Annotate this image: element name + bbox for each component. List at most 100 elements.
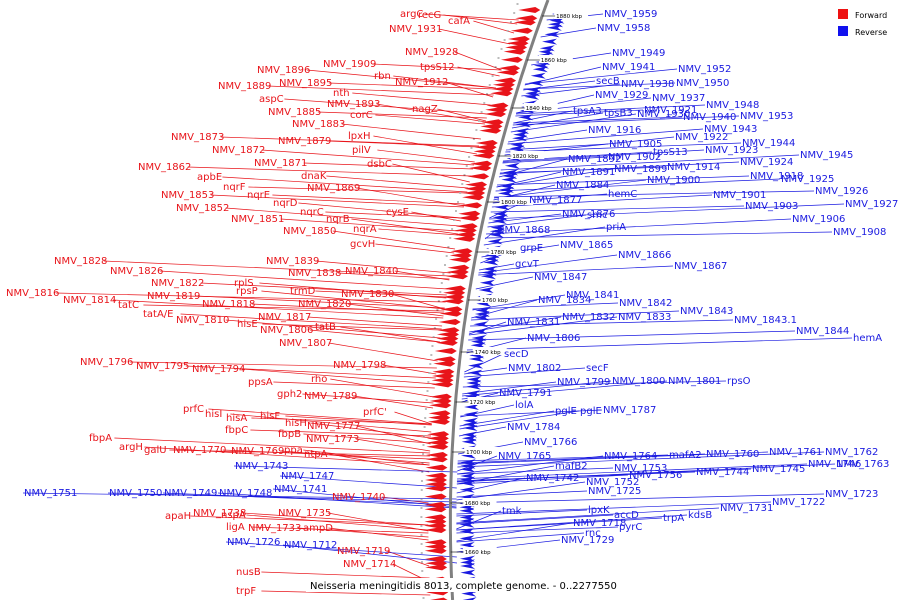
reverse-gene-arrow-121 [460, 569, 476, 576]
reverse-gene-arrow-103 [459, 486, 475, 493]
forward-gene-label: NMV_1735 [278, 508, 331, 519]
kbp-marker-label: 1840 kbp [526, 106, 552, 112]
forward-gene-label: nqrD [273, 198, 298, 209]
reverse-gene-label: NMV_1943 [704, 124, 757, 135]
kbp-marker-label: 1860 kbp [541, 58, 567, 64]
forward-gene-label: pilV [352, 145, 371, 156]
reverse-gene-arrow-76 [468, 362, 484, 369]
forward-gene-label: prfC [183, 404, 204, 415]
reverse-gene-arrow-58 [479, 279, 495, 286]
leader-line [456, 507, 720, 524]
leader-line [196, 295, 445, 309]
leader-line [251, 526, 429, 534]
reverse-gene-label: NMV_1901 [713, 190, 766, 201]
forward-gene-label: nspA [221, 510, 246, 521]
reverse-gene-label: NMV_1948 [706, 100, 759, 111]
forward-gene-arrow-5 [507, 36, 530, 42]
forward-gene-label: nqrA [353, 224, 377, 235]
kbp-marker-bg [467, 397, 502, 405]
kbp-marker-bg [472, 347, 507, 355]
reverse-gene-label: NMV_1844 [796, 326, 849, 337]
reverse-gene-label: NMV_1924 [740, 157, 793, 168]
leader-line [457, 451, 825, 468]
leader-line [251, 303, 445, 314]
leader-line [461, 380, 668, 400]
leader-line [328, 82, 496, 90]
forward-gene-arrow-100 [424, 527, 447, 533]
reverse-gene-label: NMV_1834 [538, 295, 591, 306]
forward-gene-label: fbpC [225, 425, 248, 436]
leader-line [302, 393, 434, 404]
reverse-gene-label: NMV_1865 [560, 240, 613, 251]
forward-gene-arrow-86 [425, 456, 448, 463]
forward-gene-label: hisH [285, 418, 307, 429]
reverse-gene-arrow-75 [468, 356, 484, 362]
reverse-gene-label: NMV_1752 [586, 477, 639, 488]
leader-line [515, 109, 644, 117]
forward-gene-label: NMV_1896 [257, 65, 310, 76]
reverse-gene-arrow-120 [460, 563, 476, 569]
forward-gene-arrow-53 [443, 285, 466, 292]
legend-reverse-label: Reverse [855, 28, 887, 37]
forward-gene-label: NMV_1817 [258, 312, 311, 323]
leader-line [129, 361, 437, 369]
reverse-gene-label: NMV_1905 [609, 139, 662, 150]
reverse-gene-label: NMV_1762 [825, 447, 878, 458]
forward-gene-label: gcvH [350, 239, 375, 250]
forward-gene-label: NMV_1909 [323, 59, 376, 70]
forward-gene-arrow-49 [447, 264, 470, 271]
reverse-gene-label: NMV_1925 [781, 174, 834, 185]
leader-line [463, 367, 586, 378]
reverse-gene-label: NMV_1958 [597, 23, 650, 34]
leader-line [456, 481, 586, 501]
forward-gene-arrow-67 [433, 356, 456, 363]
forward-gene-label: NMV_1828 [54, 256, 107, 267]
leader-line [341, 123, 481, 140]
reverse-gene-label: NMV_1944 [742, 138, 795, 149]
forward-gene-arrow-9 [500, 56, 523, 63]
forward-gene-label: fbpA [89, 433, 112, 444]
forward-gene-label: NMV_1773 [306, 434, 359, 445]
leader-line [438, 28, 511, 45]
reverse-gene-arrow-4 [544, 31, 560, 38]
leader-line [250, 429, 432, 437]
reverse-gene-arrow-78 [467, 369, 483, 376]
kbp-marker-bg [554, 11, 589, 19]
forward-gene-arrow-13 [494, 77, 517, 84]
forward-gene-arrow-93 [424, 493, 447, 500]
reverse-gene-label: lolA [515, 400, 534, 411]
leader-line [375, 243, 455, 254]
reverse-gene-label: trpA [663, 513, 684, 524]
leader-line [337, 272, 450, 280]
forward-gene-arrow-58 [439, 310, 462, 317]
reverse-gene-arrow-57 [480, 273, 496, 280]
leader-line [328, 527, 429, 541]
leader-line [279, 475, 457, 489]
leader-line [261, 571, 430, 579]
kbp-marker-bg [462, 498, 497, 506]
forward-gene-label: NMV_1818 [202, 299, 255, 310]
caption-background [306, 578, 596, 592]
forward-gene-label: NMV_1872 [212, 145, 265, 156]
reverse-gene-arrow-60 [478, 287, 494, 293]
forward-gene-arrow-28 [472, 152, 495, 159]
leader-line [507, 128, 704, 145]
reverse-gene-arrow-72 [470, 342, 486, 349]
reverse-gene-label: NMV_1722 [772, 497, 825, 508]
forward-gene-arrow-44 [453, 235, 476, 242]
forward-gene-arrow-48 [448, 256, 471, 263]
kbp-marker-label: 1660 kbp [465, 550, 491, 556]
forward-gene-label: NMV_1931 [389, 24, 442, 35]
forward-gene-label: NMV_1719 [337, 546, 390, 557]
forward-gene-label: nqrB [326, 214, 350, 225]
leader-line [285, 415, 432, 426]
reverse-gene-arrow-33 [504, 162, 520, 169]
forward-gene-label: NMV_1840 [345, 266, 398, 277]
reverse-gene-arrow-99 [460, 466, 476, 473]
reverse-gene-label: NMV_1959 [604, 9, 657, 20]
reverse-gene-arrow-81 [465, 383, 481, 390]
forward-gene-arrow-56 [441, 298, 464, 305]
forward-gene-arrow-29 [470, 160, 493, 167]
forward-gene-label: NMV_1862 [138, 162, 191, 173]
leader-line [457, 454, 669, 462]
